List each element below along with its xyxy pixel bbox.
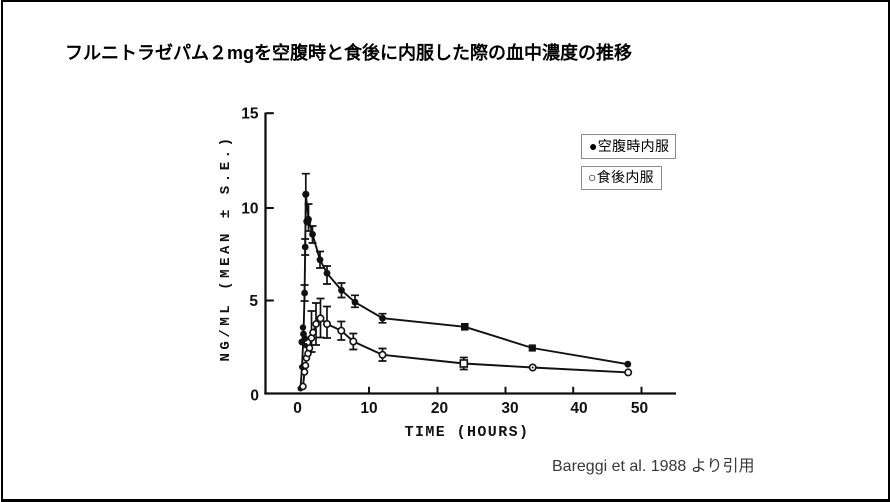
svg-text:30: 30: [501, 400, 518, 417]
svg-text:40: 40: [570, 400, 587, 417]
svg-text:10: 10: [241, 200, 258, 217]
svg-text:5: 5: [249, 293, 258, 310]
svg-text:10: 10: [360, 400, 377, 417]
svg-text:NG/ML (MEAN ± S.E.): NG/ML (MEAN ± S.E.): [218, 134, 234, 361]
svg-text:0: 0: [250, 388, 259, 405]
svg-text:0: 0: [293, 400, 302, 417]
svg-text:20: 20: [431, 400, 448, 417]
svg-text:50: 50: [631, 400, 648, 417]
svg-text:15: 15: [241, 106, 259, 123]
svg-text:TIME (HOURS): TIME (HOURS): [405, 424, 530, 441]
